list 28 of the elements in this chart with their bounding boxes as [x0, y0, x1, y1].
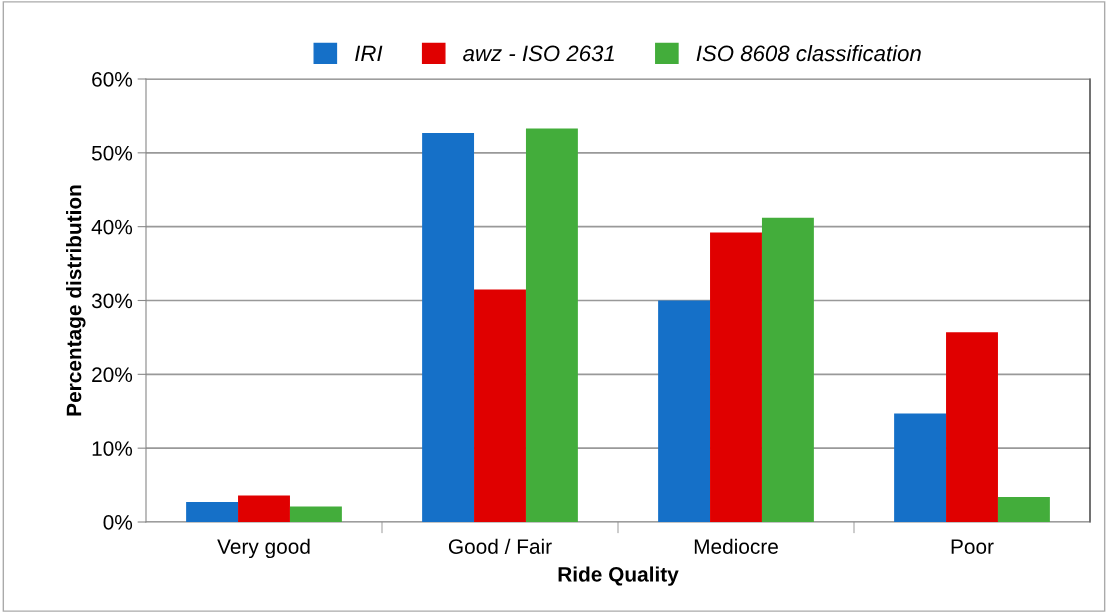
legend-label: IRI: [355, 45, 383, 62]
bar: [474, 289, 526, 522]
bar: [894, 413, 947, 522]
bar: [658, 300, 711, 522]
x-tick-label: Poor: [951, 539, 994, 554]
bar: [186, 502, 239, 522]
y-tick-label: 0%: [103, 515, 133, 530]
x-tick-label: Very good: [217, 538, 310, 559]
x-axis-title: Ride Quality: [558, 566, 679, 586]
legend-label: ISO 8608 classification: [696, 44, 921, 62]
y-tick-label: 10%: [92, 441, 133, 456]
bar: [422, 132, 475, 522]
bar: [289, 506, 342, 522]
y-tick-label: 50%: [91, 145, 133, 161]
y-tick-label: 20%: [92, 367, 133, 383]
y-tick-label: 30%: [91, 293, 133, 309]
y-axis-title: Percentage distribution: [66, 185, 86, 416]
bar: [997, 496, 1050, 522]
bar: [710, 232, 762, 522]
bar: [946, 332, 998, 522]
bar: [761, 217, 814, 522]
bar: [525, 128, 578, 522]
bar: [238, 495, 290, 522]
legend-label: awz - ISO 2631: [463, 45, 614, 62]
y-tick-label: 60%: [92, 72, 133, 87]
y-tick-label: 40%: [91, 219, 133, 235]
x-tick-label: Mediocre: [694, 538, 778, 554]
x-tick-label: Good / Fair: [448, 538, 552, 554]
